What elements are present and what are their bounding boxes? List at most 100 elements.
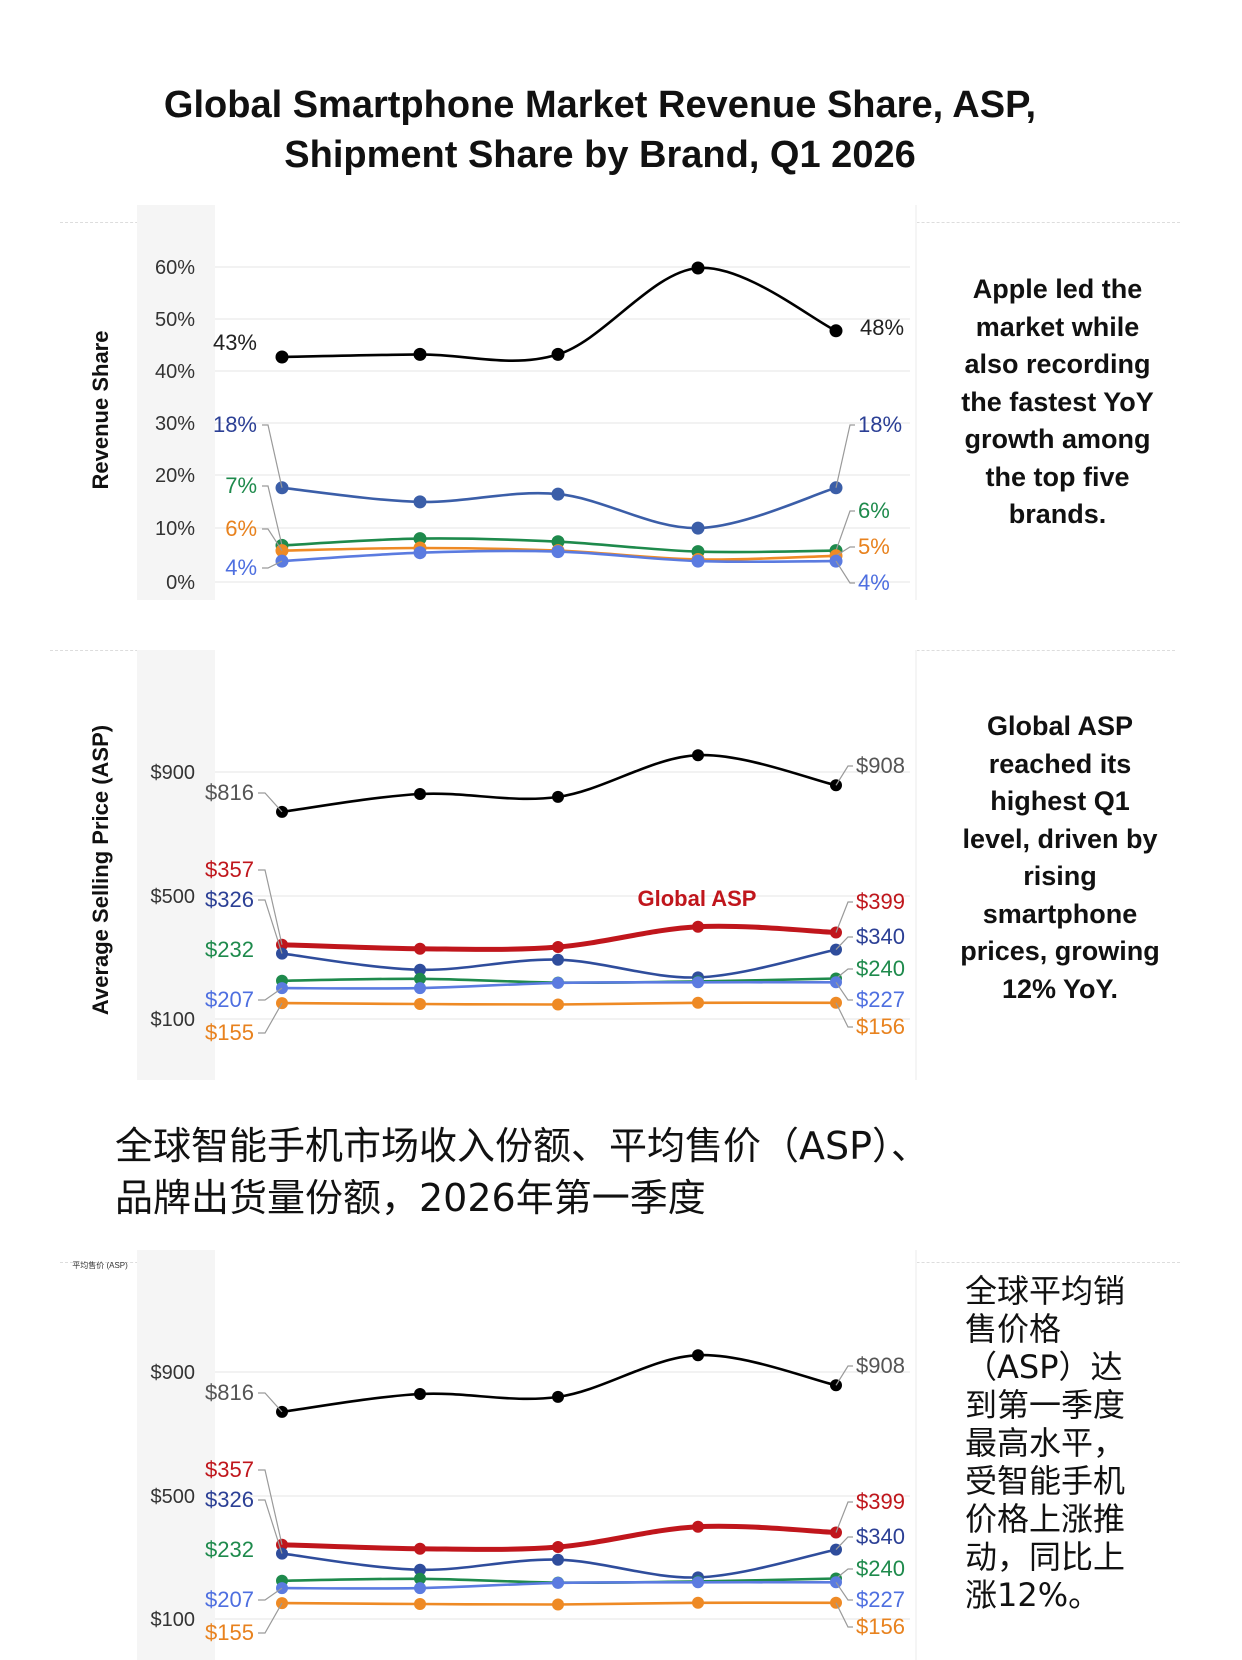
asp-panel-cn: $900 $500 $100 平均售价 (ASP) $816 $908 $357 $399 $3…: [0, 1250, 1242, 1660]
data-point: [830, 1379, 842, 1392]
data-point: [829, 554, 843, 568]
data-point: [414, 1542, 426, 1555]
start-value-label: $232: [205, 937, 254, 962]
revenue-share-panel: 60% 50% 40% 30% 20% 10% 0% Revenue Share 43% 48% 1…: [0, 205, 1242, 625]
leader-line: [258, 1002, 283, 1034]
data-point: [692, 1349, 704, 1362]
data-point: [692, 1596, 704, 1609]
series-line: [275, 481, 843, 535]
y-tick-label: 20%: [155, 465, 195, 487]
leader-line: [262, 485, 283, 546]
y-axis-label: Revenue Share: [88, 331, 113, 490]
leader-line: [835, 1602, 853, 1628]
y-tick-label: $900: [151, 1362, 196, 1384]
start-value-label: $357: [205, 1457, 254, 1482]
leader-line: [258, 1392, 283, 1413]
end-value-label: $227: [856, 1587, 905, 1612]
data-point: [413, 546, 427, 560]
series-line: [276, 749, 842, 818]
start-value-label: $816: [205, 1380, 254, 1405]
start-value-label: $326: [205, 887, 254, 912]
data-point: [414, 1582, 426, 1595]
end-value-label: $156: [856, 1014, 905, 1039]
y-tick-label: 40%: [155, 361, 195, 383]
leader-line: [835, 981, 853, 1001]
y-tick-label: $500: [151, 1486, 196, 1508]
leader-line: [258, 899, 283, 954]
end-value-label: 5%: [858, 534, 890, 559]
data-point: [414, 942, 426, 955]
start-value-label: $816: [205, 780, 254, 805]
chart-title-line2: Shipment Share by Brand, Q1 2026: [284, 134, 916, 176]
data-point: [413, 347, 427, 361]
start-value-label: 6%: [225, 516, 257, 541]
leader-line: [835, 510, 855, 551]
series-line: [276, 996, 842, 1011]
asp-note: Global ASP reached its highest Q1 level,…: [960, 711, 1160, 1004]
leader-line: [835, 1581, 853, 1601]
data-point: [551, 545, 565, 559]
data-point: [414, 1572, 426, 1585]
data-point: [552, 1553, 564, 1566]
leader-line: [258, 869, 283, 945]
leader-line: [835, 1365, 853, 1386]
y-tick-label: 10%: [155, 518, 195, 540]
leader-line: [262, 424, 283, 488]
cn-asp-note: 全球平均销售价格（ASP）达到第一季度最高水平，受智能手机价格上涨推动，同比上涨…: [965, 1272, 1126, 1614]
leader-line: [835, 765, 853, 786]
data-point: [276, 982, 288, 995]
series-line: [276, 1576, 842, 1595]
data-point: [414, 1563, 426, 1576]
start-value-label: $207: [205, 987, 254, 1012]
leader-line: [835, 546, 855, 557]
y-axis-label: 平均售价 (ASP): [72, 1260, 128, 1270]
asp-panel: $900 $500 $100 Average Selling Price (ASP) $…: [0, 650, 1242, 1090]
leader-line: [835, 424, 855, 488]
leader-line: [835, 1568, 853, 1579]
end-value-label: 18%: [858, 412, 902, 437]
end-value-label: 6%: [858, 498, 890, 523]
start-value-label: 7%: [225, 473, 257, 498]
end-value-label: $399: [856, 889, 905, 914]
global-asp-annotation: Global ASP: [638, 886, 757, 911]
data-point: [552, 1576, 564, 1589]
data-point: [414, 982, 426, 995]
data-point: [691, 521, 705, 535]
end-value-label: $227: [856, 987, 905, 1012]
leader-line: [258, 1469, 283, 1545]
data-point: [829, 324, 843, 338]
data-point: [551, 347, 565, 361]
end-value-label: $340: [856, 924, 905, 949]
revenue-share-chart: 60% 50% 40% 30% 20% 10% 0% Revenue Share 43% 48% 1…: [88, 205, 917, 600]
data-point: [275, 554, 289, 568]
start-value-label: $155: [205, 1020, 254, 1045]
data-point: [692, 976, 704, 989]
end-value-label: $240: [856, 956, 905, 981]
data-point: [552, 941, 564, 953]
end-value-label: 4%: [858, 570, 890, 595]
data-point: [692, 1576, 704, 1589]
start-value-label: $207: [205, 1587, 254, 1612]
data-point: [552, 953, 564, 966]
data-point: [414, 998, 426, 1010]
leader-line: [835, 1002, 853, 1028]
data-point: [552, 976, 564, 989]
end-value-label: $240: [856, 1556, 905, 1581]
data-point: [413, 495, 427, 509]
data-point: [551, 487, 565, 501]
leader-line: [262, 528, 283, 551]
data-point: [276, 1582, 288, 1595]
end-value-label: $908: [856, 753, 905, 778]
data-point: [552, 1390, 564, 1403]
data-point: [692, 749, 704, 762]
start-value-label: $155: [205, 1620, 254, 1645]
leader-line: [835, 968, 853, 979]
series-line: [275, 545, 843, 568]
leader-line: [258, 792, 283, 813]
leader-line: [258, 1602, 283, 1634]
start-value-label: 4%: [225, 555, 257, 580]
series-line: [276, 920, 842, 955]
series-line: [276, 1596, 842, 1611]
leader-line: [835, 560, 855, 584]
cn-title-line2: 品牌出货量份额，2026年第一季度: [115, 1176, 706, 1220]
